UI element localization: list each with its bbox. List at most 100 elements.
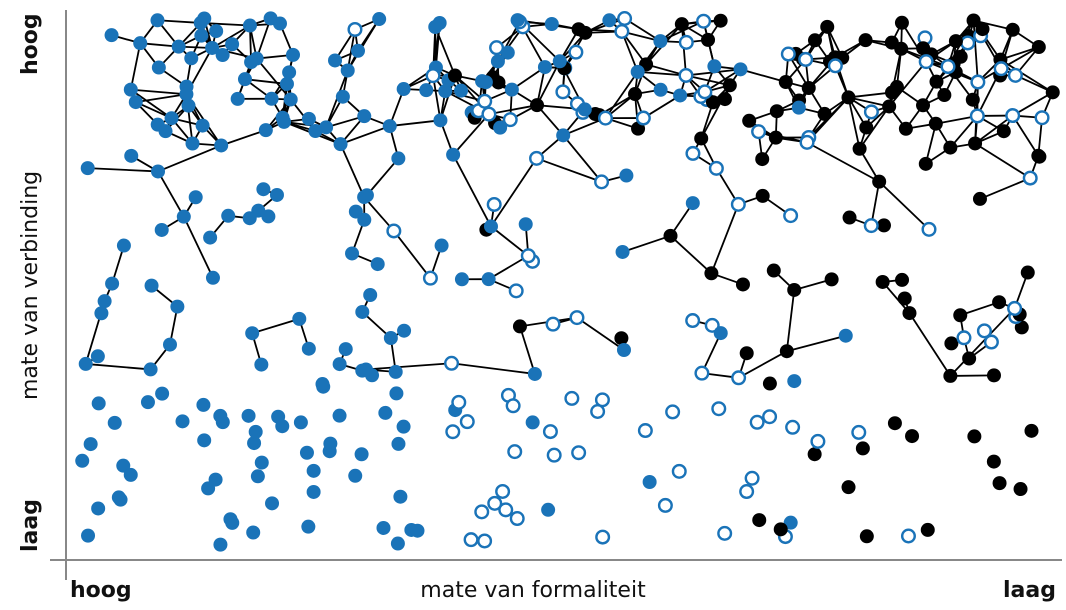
formal-node	[254, 357, 269, 372]
informal-node	[1024, 423, 1039, 438]
connection-line	[950, 374, 994, 377]
semi-formal-node	[347, 21, 363, 37]
semi-formal-node	[969, 108, 985, 124]
formal-node	[155, 386, 170, 401]
connection-line	[680, 24, 687, 76]
connection-line	[949, 307, 1016, 377]
informal-node	[742, 113, 757, 128]
informal-node	[962, 351, 977, 366]
semi-formal-node	[717, 525, 733, 541]
formal-node	[419, 83, 434, 98]
formal-node	[123, 82, 138, 97]
formal-node	[454, 272, 469, 287]
formal-node	[616, 343, 631, 358]
informal-node	[755, 152, 770, 167]
formal-node	[383, 331, 398, 346]
connection-line	[488, 255, 529, 280]
semi-formal-node	[696, 13, 712, 29]
formal-node	[363, 288, 378, 303]
formal-node	[107, 415, 122, 430]
formal-node	[75, 453, 90, 468]
formal-node	[544, 17, 559, 32]
semi-formal-node	[635, 110, 651, 126]
formal-node	[340, 63, 355, 78]
semi-formal-node	[1007, 300, 1023, 316]
formal-node	[91, 396, 106, 411]
connection-line	[340, 125, 391, 145]
semi-formal-node	[597, 110, 613, 126]
semi-formal-node	[918, 54, 934, 70]
formal-node	[258, 123, 273, 138]
formal-node	[241, 408, 256, 423]
connection-line	[366, 157, 400, 196]
formal-node	[205, 40, 220, 55]
informal-node	[894, 15, 909, 30]
formal-node	[151, 164, 166, 179]
semi-formal-node	[595, 529, 611, 545]
informal-node	[842, 210, 857, 225]
formal-node	[323, 436, 338, 451]
connection-line	[130, 88, 173, 119]
formal-node	[358, 362, 373, 377]
semi-formal-node	[445, 424, 461, 440]
formal-node	[319, 120, 334, 135]
formal-node	[438, 84, 453, 99]
informal-node	[694, 131, 709, 146]
connection-line	[785, 289, 796, 352]
semi-formal-node	[505, 398, 521, 414]
informal-node	[898, 121, 913, 136]
informal-node	[852, 141, 867, 156]
semi-formal-node	[983, 334, 999, 350]
semi-formal-node	[810, 433, 826, 449]
semi-formal-node	[785, 419, 801, 435]
informal-node	[887, 416, 902, 431]
informal-node	[1031, 40, 1046, 55]
informal-node	[530, 98, 545, 113]
informal-node	[614, 331, 629, 346]
formal-node	[245, 326, 260, 341]
formal-node	[434, 238, 449, 253]
formal-node	[355, 304, 370, 319]
semi-formal-node	[798, 51, 814, 67]
formal-node	[315, 377, 330, 392]
formal-node	[838, 328, 853, 343]
formal-node	[391, 436, 406, 451]
informal-node	[801, 81, 816, 96]
informal-node	[859, 529, 874, 544]
connection-line	[251, 318, 300, 335]
semi-formal-node	[976, 323, 992, 339]
semi-formal-node	[495, 483, 511, 499]
formal-node	[556, 128, 571, 143]
semi-formal-node	[509, 511, 525, 527]
informal-node	[876, 218, 891, 233]
formal-node	[277, 114, 292, 129]
informal-node	[663, 228, 678, 243]
formal-node	[428, 20, 443, 35]
formal-node	[372, 12, 387, 27]
formal-node	[123, 467, 138, 482]
semi-formal-node	[960, 35, 976, 51]
formal-node	[162, 337, 177, 352]
connection-line	[740, 68, 787, 83]
semi-formal-node	[921, 221, 937, 237]
formal-node	[707, 59, 722, 74]
informal-node	[895, 272, 910, 287]
formal-node	[91, 501, 106, 516]
formal-node	[301, 341, 316, 356]
informal-node	[841, 90, 856, 105]
semi-formal-node	[507, 444, 523, 460]
connection-line	[363, 196, 395, 232]
formal-node	[223, 512, 238, 527]
formal-node	[193, 15, 208, 30]
informal-node	[713, 13, 728, 28]
connection-line	[87, 167, 159, 173]
formal-node	[357, 212, 372, 227]
semi-formal-node	[704, 317, 720, 333]
x-axis-title: mate van formaliteit	[420, 578, 646, 603]
nodes	[75, 10, 1060, 552]
informal-node	[817, 106, 832, 121]
connection-line	[255, 18, 272, 59]
formal-node	[493, 120, 508, 135]
formal-node	[433, 113, 448, 128]
formal-node	[475, 74, 490, 89]
